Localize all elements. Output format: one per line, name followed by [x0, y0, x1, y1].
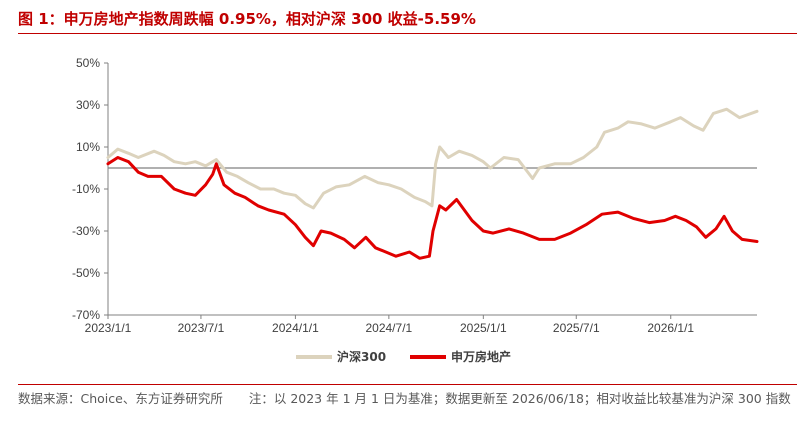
x-tick-label: 2024/7/1 [365, 321, 412, 335]
legend-item-csi300-label: 沪深300 [337, 349, 386, 364]
y-tick-label: 30% [76, 98, 100, 112]
series-line-csi300 [106, 107, 759, 210]
chart-title: 图 1：申万房地产指数周跌幅 0.95%，相对沪深 300 收益-5.59% [18, 10, 476, 28]
line-chart: 50% 30% 10% -10% -30% -50% -70%2023/1/1 2023/7/… [72, 56, 759, 364]
source-note: 数据来源：Choice、东方证券研究所 注：以 2023 年 1 月 1 日为基准… [18, 389, 798, 409]
x-tick-label: 2023/1/1 [85, 321, 132, 335]
x-tick-label: 2026/1/1 [647, 321, 694, 335]
footer-divider [18, 384, 797, 385]
y-tick-label: 50% [76, 56, 100, 70]
x-tick-label: 2025/1/1 [460, 321, 507, 335]
x-tick-label: 2024/1/1 [272, 321, 319, 335]
source-label: 数据来源：Choice、东方证券研究所 [18, 391, 223, 406]
x-tick-label: 2023/7/1 [178, 321, 225, 335]
title-divider [18, 33, 797, 34]
note-label: 注：以 2023 年 1 月 1 日为基准；数据更新至 2026/06/18；相… [248, 391, 791, 406]
y-tick-label: -10% [72, 182, 100, 196]
y-tick-label: -70% [72, 308, 100, 322]
y-tick-label: -50% [72, 266, 100, 280]
legend-item-realestate-label: 申万房地产 [451, 349, 511, 364]
y-tick-label: -30% [72, 224, 100, 238]
y-tick-label: 10% [76, 140, 100, 154]
x-tick-label: 2025/7/1 [553, 321, 600, 335]
series-line-realestate [106, 156, 759, 260]
